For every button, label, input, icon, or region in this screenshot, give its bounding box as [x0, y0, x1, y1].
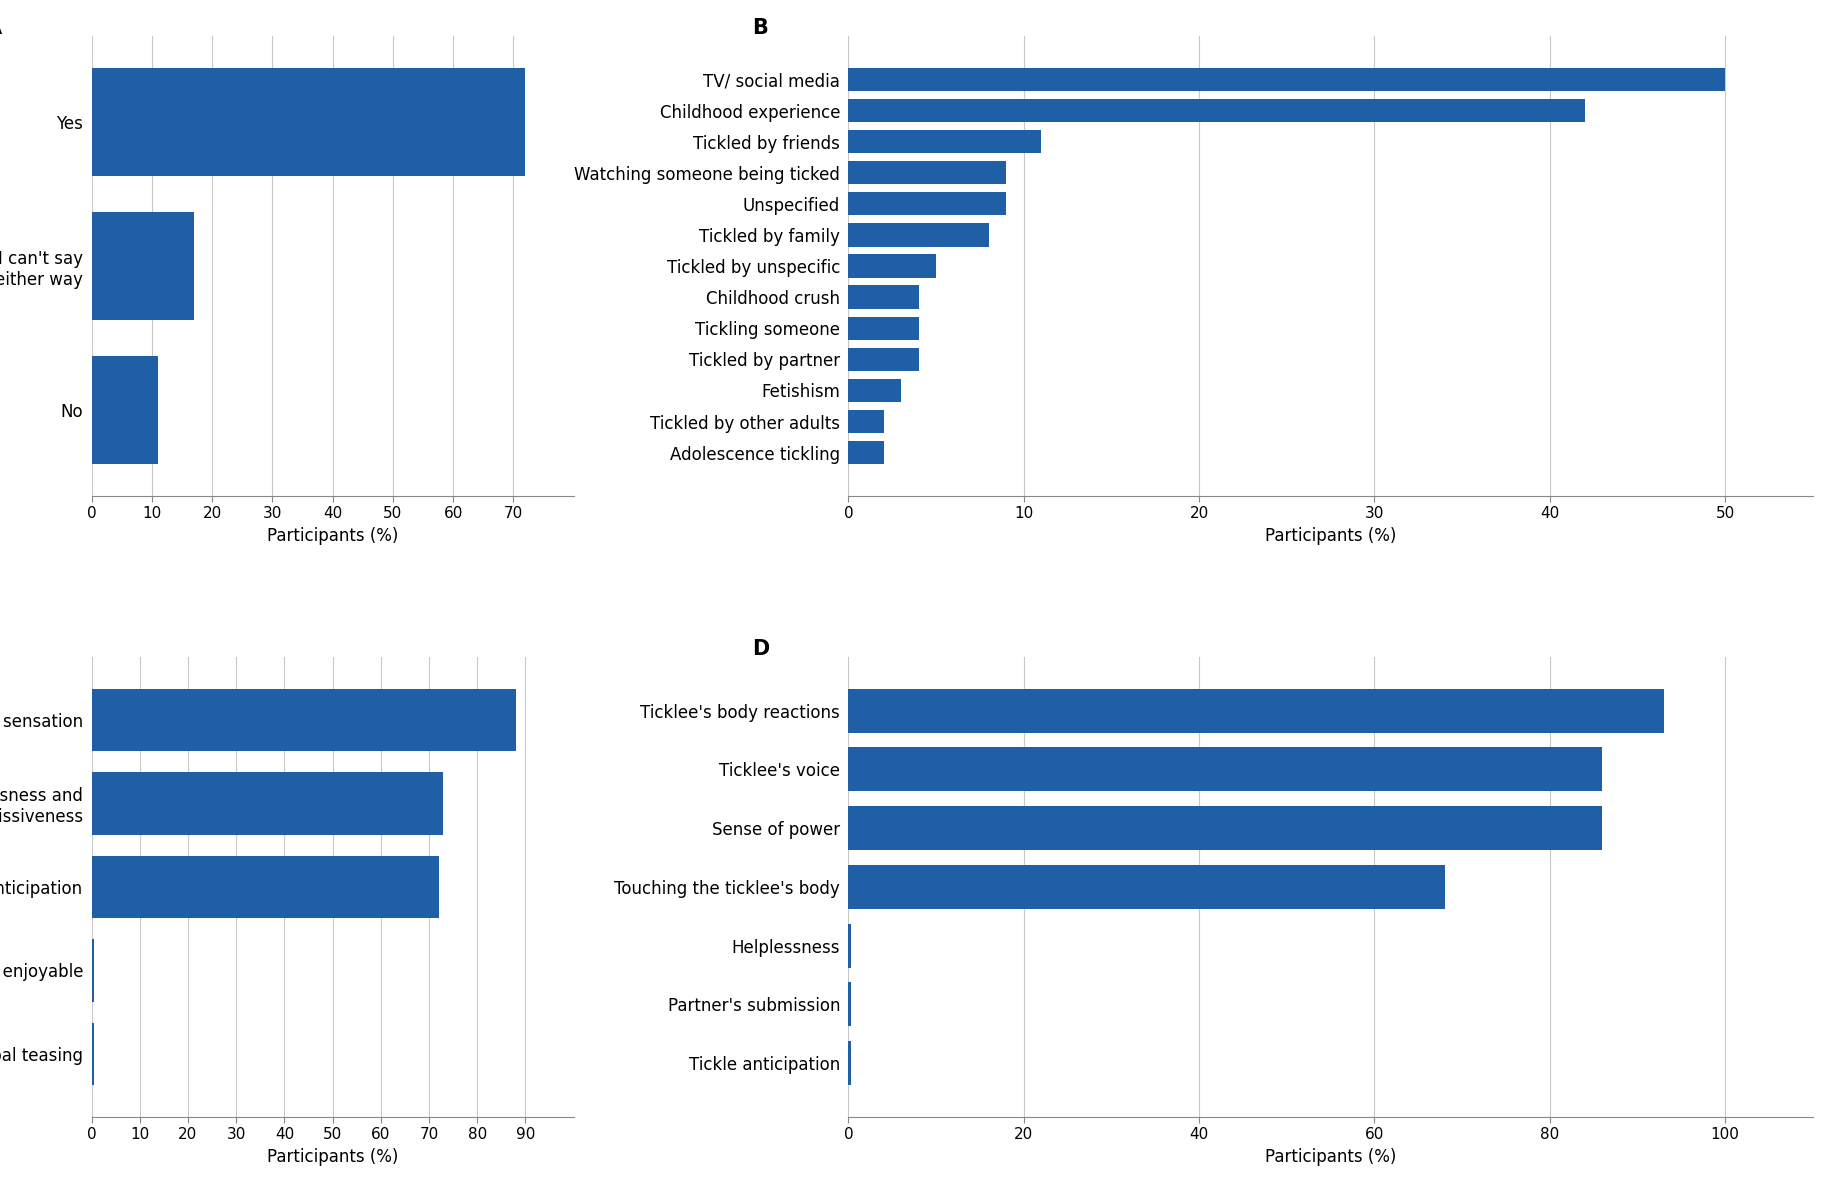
Bar [847, 982, 851, 1027]
Bar [847, 255, 935, 277]
Bar [847, 441, 884, 465]
X-axis label: Participants (%): Participants (%) [1265, 1148, 1396, 1166]
Bar [847, 223, 988, 246]
X-axis label: Participants (%): Participants (%) [267, 527, 399, 545]
Bar [92, 67, 525, 175]
X-axis label: Participants (%): Participants (%) [1265, 527, 1396, 545]
Bar [847, 865, 1444, 909]
Text: D: D [752, 639, 769, 658]
Bar [847, 410, 884, 434]
Bar [92, 939, 93, 1002]
Bar [92, 772, 443, 835]
Bar [847, 688, 1663, 733]
Bar [847, 378, 900, 402]
Bar [847, 347, 919, 371]
X-axis label: Participants (%): Participants (%) [267, 1148, 399, 1166]
Bar [92, 688, 516, 752]
Bar [847, 67, 1724, 91]
Bar [92, 1022, 93, 1086]
Bar [847, 924, 851, 968]
Bar [92, 357, 157, 465]
Bar [847, 1041, 851, 1086]
Bar [847, 130, 1041, 154]
Bar [847, 192, 1007, 215]
Bar [92, 211, 194, 321]
Text: B: B [752, 18, 767, 37]
Bar [847, 98, 1585, 123]
Bar [92, 855, 439, 919]
Bar [847, 286, 919, 309]
Bar [847, 806, 1601, 850]
Bar [847, 747, 1601, 791]
Bar [847, 161, 1007, 185]
Bar [847, 317, 919, 340]
